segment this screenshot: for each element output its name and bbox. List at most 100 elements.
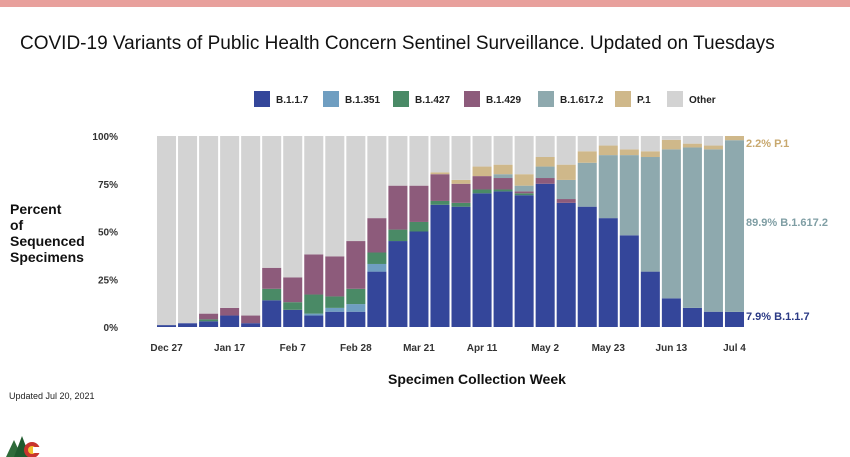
bar-segment: [283, 277, 303, 303]
annotations: 2.2% P.1 89.9% B.1.617.2 7.9% B.1.1.7: [746, 138, 828, 323]
end-annotation: 89.9% B.1.617.2: [746, 217, 828, 229]
bar-segment: [556, 179, 576, 200]
bar-segment: [535, 166, 555, 179]
bar-segment: [283, 136, 303, 278]
bar-segment: [262, 300, 282, 327]
bar-segment: [157, 325, 177, 327]
bar-segment: [283, 302, 303, 310]
bar-segment: [493, 174, 513, 179]
bar-segment: [682, 307, 702, 327]
bar-segment: [493, 164, 513, 175]
bar-segment: [619, 235, 639, 327]
bar-segment: [472, 136, 492, 167]
bar-segment: [577, 162, 597, 207]
bar-segment: [157, 136, 177, 326]
bar-segment: [577, 136, 597, 152]
bar-segment: [430, 204, 450, 327]
x-tick-label: Jul 4: [723, 343, 746, 354]
bar-segment: [409, 136, 429, 186]
bar-segment: [640, 271, 660, 327]
legend-swatch: [538, 91, 554, 107]
bar-segment: [199, 136, 219, 314]
bar-segment: [451, 183, 471, 203]
series-b-1-617-2: [493, 140, 744, 312]
bar-segment: [220, 307, 240, 316]
bar-segment: [325, 136, 345, 257]
y-axis-title-line: Sequenced: [10, 233, 85, 249]
bar-segment: [241, 315, 261, 324]
bar-segment: [703, 136, 723, 146]
legend: B.1.1.7 B.1.351 B.1.427 B.1.429 B.1.617.2 P.1…: [254, 91, 716, 107]
legend-label: P.1: [637, 95, 651, 106]
series-other: [157, 136, 723, 326]
bar-segment: [514, 195, 534, 327]
bar-segment: [430, 172, 450, 175]
bar-segment: [199, 313, 219, 320]
bar-segment: [409, 231, 429, 327]
bar-segment: [640, 157, 660, 272]
bar-segment: [430, 200, 450, 205]
legend-label: B.1.351: [345, 95, 380, 106]
bar-segment: [682, 143, 702, 148]
bar-segment: [514, 185, 534, 192]
y-axis: 0% 25% 50% 75% 100%: [92, 132, 118, 334]
bar-segment: [661, 136, 681, 140]
series-b-1-351: [304, 263, 387, 316]
bar-segment: [640, 151, 660, 158]
bar-segment: [535, 183, 555, 327]
bar-segment: [556, 202, 576, 327]
bar-segment: [367, 263, 387, 272]
bar-segment: [619, 155, 639, 236]
bar-segment: [514, 193, 534, 196]
bar-segment: [346, 136, 366, 242]
bar-segment: [535, 157, 555, 167]
bar-segment: [598, 145, 618, 156]
y-axis-title-line: of: [10, 217, 24, 233]
y-tick-label: 25%: [98, 275, 118, 286]
y-tick-label: 75%: [98, 180, 118, 191]
legend-label: B.1.1.7: [276, 95, 309, 106]
bar-segment: [661, 139, 681, 150]
series-b-1-427: [199, 189, 534, 322]
top-accent-bar: [0, 0, 850, 7]
bar-segment: [493, 136, 513, 165]
x-tick-label: May 23: [592, 343, 626, 354]
bar-segment: [619, 149, 639, 156]
bar-segment: [724, 311, 744, 327]
bar-segment: [724, 136, 744, 141]
bar-segment: [409, 185, 429, 222]
bar-segment: [640, 136, 660, 152]
bar-segment: [493, 189, 513, 192]
bar-segment: [304, 294, 324, 314]
bar-segment: [199, 319, 219, 322]
bar-segment: [283, 309, 303, 327]
bar-segment: [430, 174, 450, 201]
bar-segment: [514, 136, 534, 175]
y-tick-label: 0%: [104, 323, 119, 334]
bar-segment: [577, 206, 597, 327]
y-axis-title-line: Percent: [10, 201, 62, 217]
bar-segment: [199, 321, 219, 327]
series-p-1: [430, 136, 744, 186]
bar-segment: [262, 288, 282, 301]
page-title: COVID-19 Variants of Public Health Conce…: [20, 33, 775, 54]
bar-segment: [178, 323, 198, 327]
bar-segment: [598, 136, 618, 146]
bar-segment: [304, 136, 324, 255]
bar-segment: [493, 191, 513, 327]
y-tick-label: 100%: [92, 132, 118, 143]
bar-segment: [682, 147, 702, 308]
legend-swatch: [615, 91, 631, 107]
bar-segment: [388, 185, 408, 230]
legend-swatch: [254, 91, 270, 107]
bar-segment: [325, 311, 345, 327]
bar-segment: [430, 136, 450, 173]
end-annotation: 7.9% B.1.1.7: [746, 311, 810, 323]
bar-segment: [367, 252, 387, 264]
bar-segment: [703, 311, 723, 327]
bar-segment: [325, 256, 345, 297]
x-tick-label: Feb 7: [280, 343, 307, 354]
bar-segment: [577, 151, 597, 163]
bar-segment: [367, 136, 387, 219]
bar-segment: [514, 174, 534, 186]
